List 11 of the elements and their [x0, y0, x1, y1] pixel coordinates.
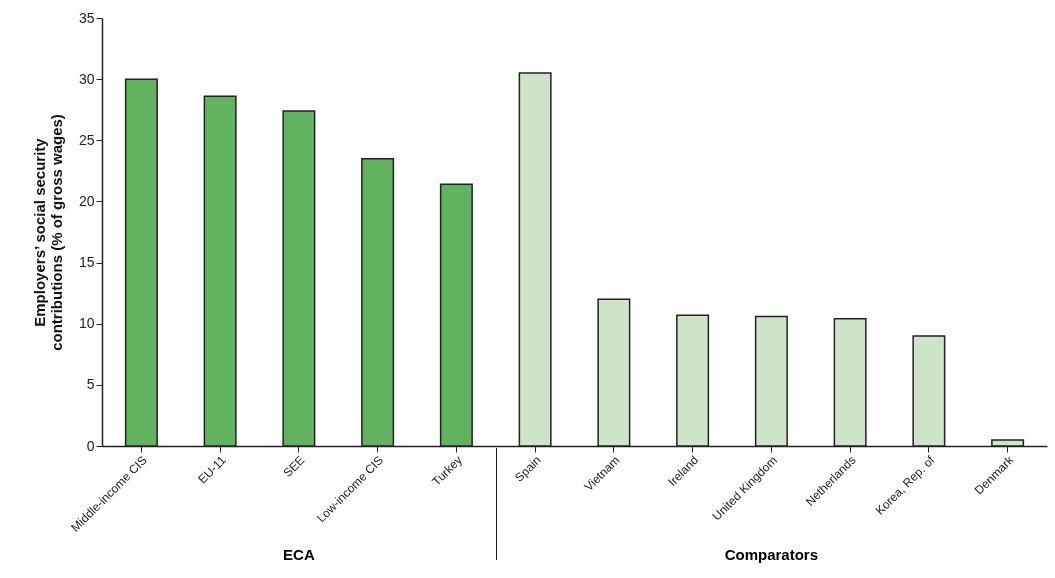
y-tick-label: 20 [78, 192, 95, 209]
y-tick-label: 0 [86, 437, 95, 454]
text: ECA [283, 546, 315, 563]
y-axis-title: Employers’ social security contributions (% of gross wages) [30, 114, 65, 351]
y-tick-label: 10 [78, 315, 95, 332]
y-tick-label: 25 [78, 131, 95, 148]
text: Comparators [724, 546, 819, 563]
y-tick-label: 30 [78, 70, 95, 87]
y-tick-label: 5 [86, 376, 95, 393]
y-tick-label: 35 [78, 9, 95, 26]
y-tick-label: 15 [78, 254, 95, 271]
